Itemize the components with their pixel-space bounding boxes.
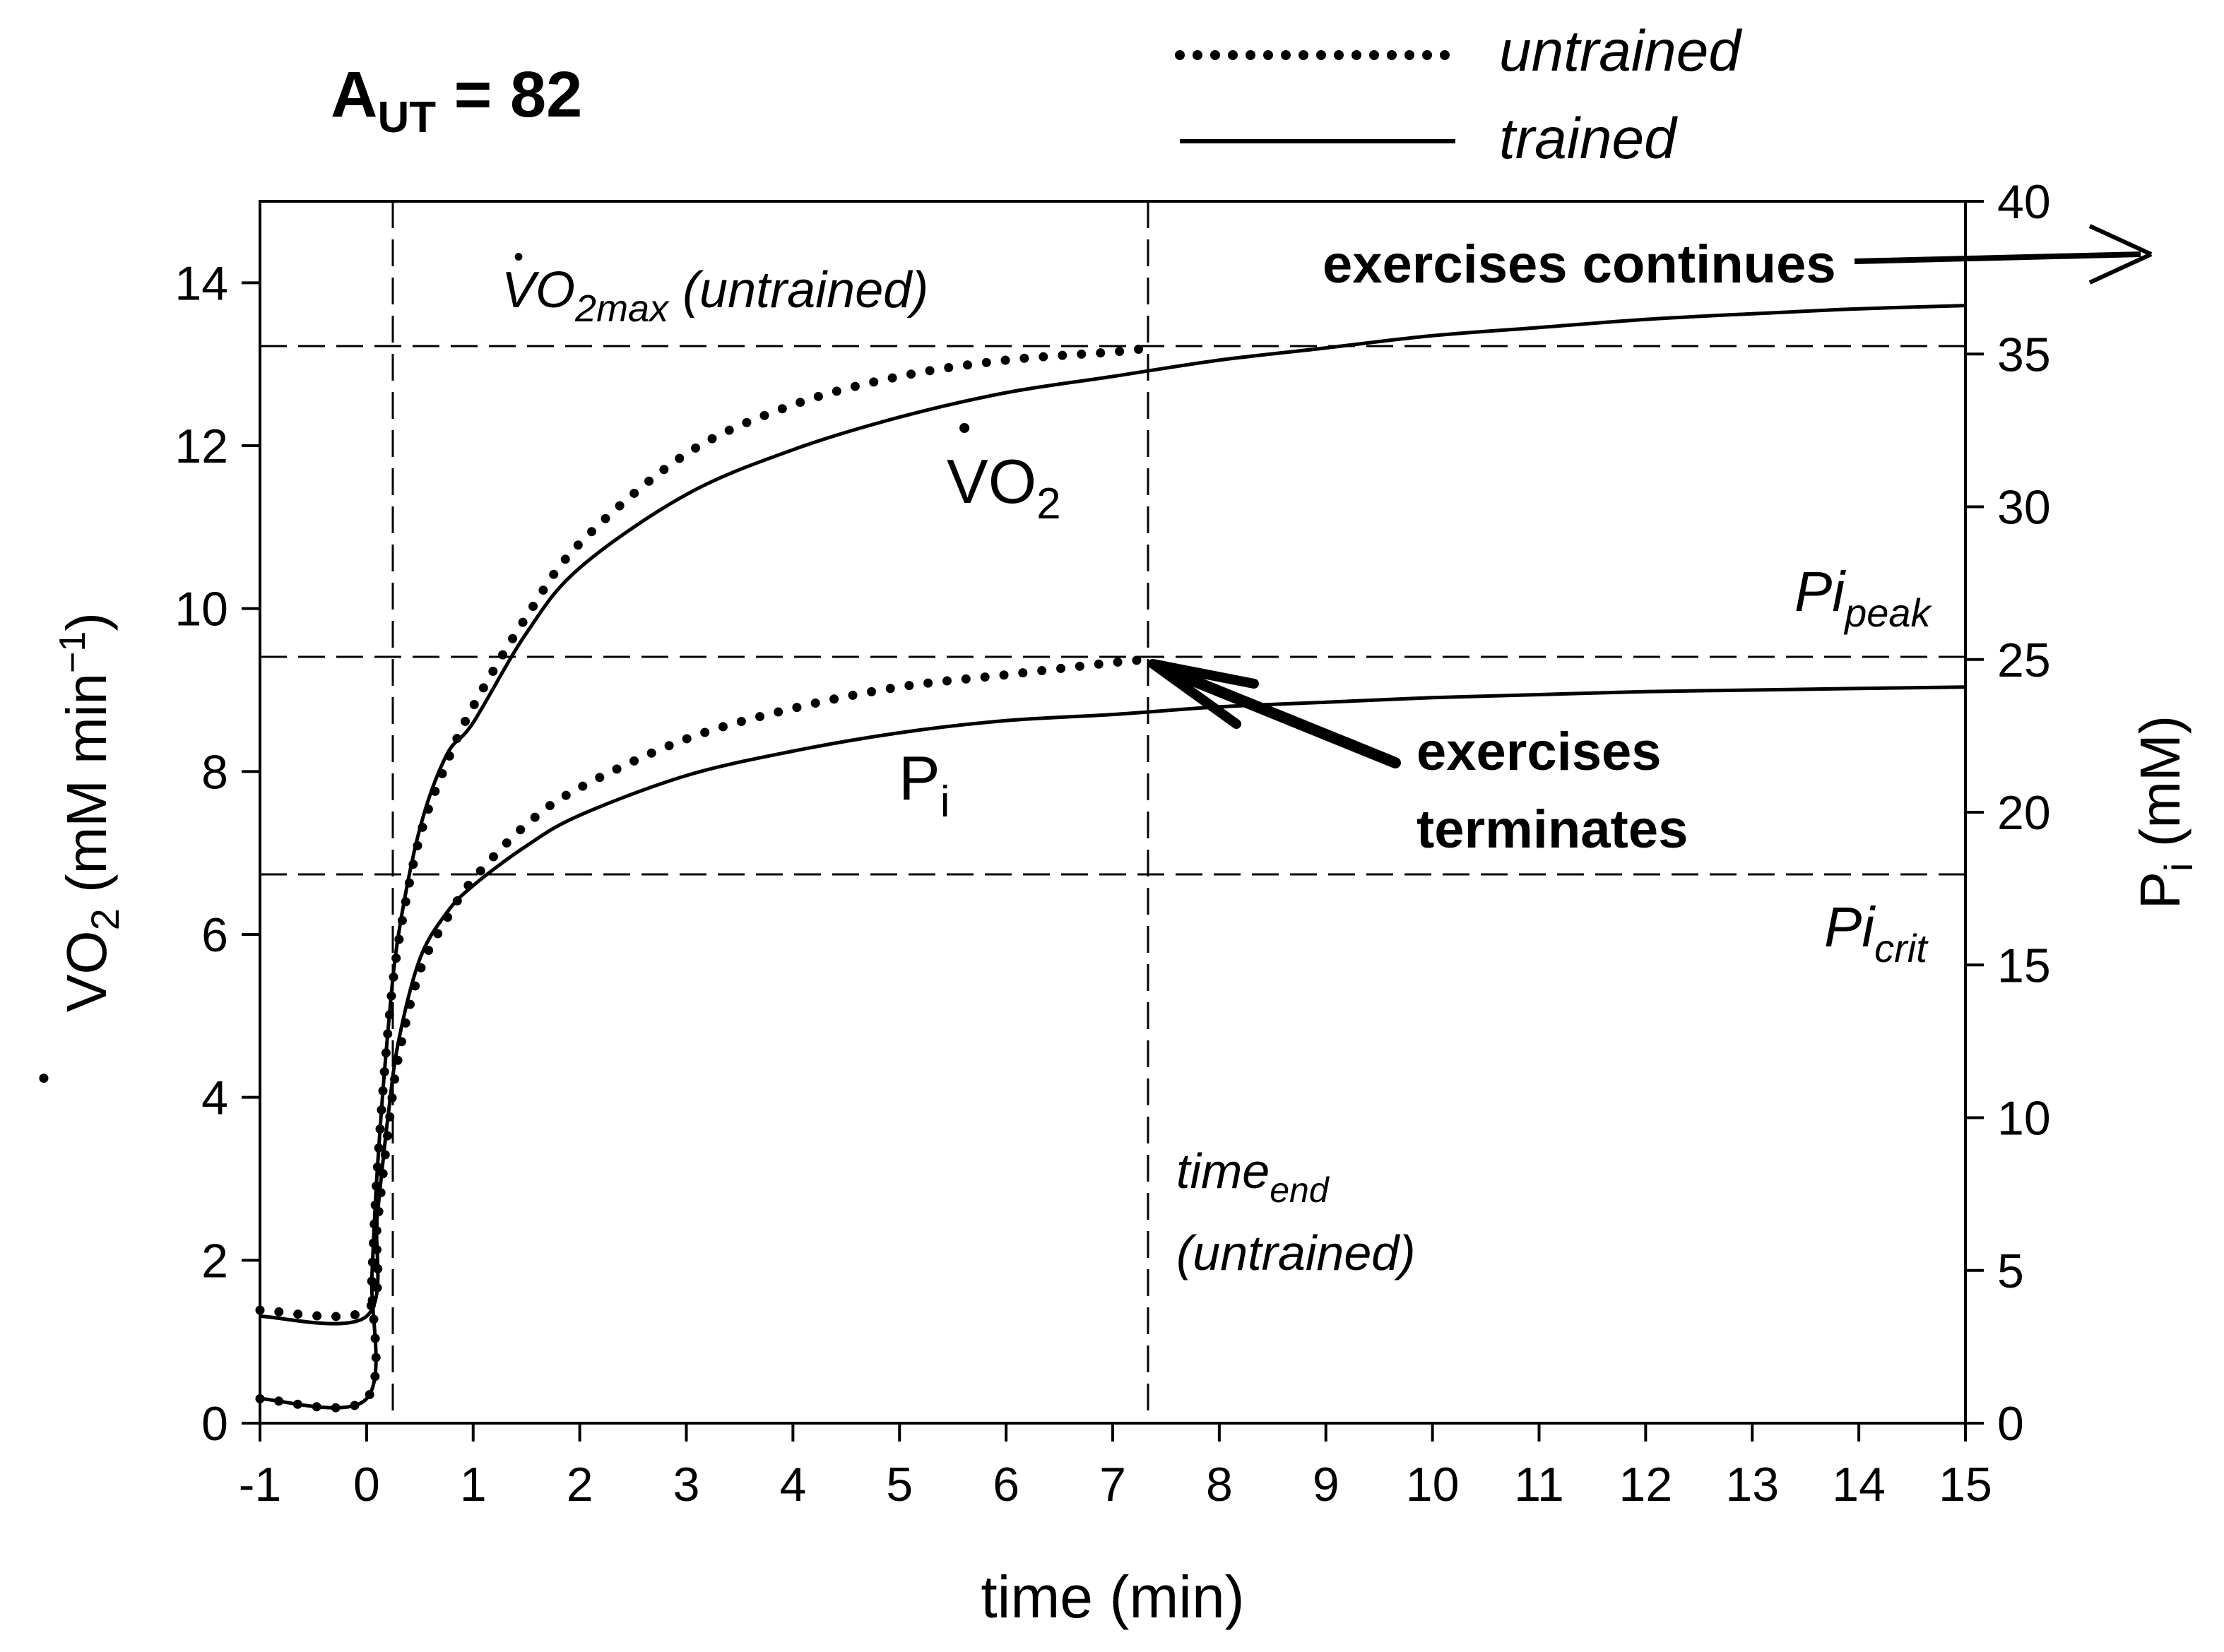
y-right-tick-label-6: 30 — [1997, 481, 2051, 535]
y-left-tick-label-4: 8 — [201, 745, 228, 799]
annotation-vo2max-dot: • — [514, 242, 524, 273]
svg-text:VO2 (mM min−1): VO2 (mM min−1) — [52, 612, 127, 1012]
x-tick-label-15: 14 — [1832, 1458, 1886, 1511]
annotation-pi-crit: Picrit — [1824, 896, 1929, 970]
plot-frame — [259, 200, 1967, 1425]
annotation-exercises-continues: exercises continues — [1323, 234, 1836, 295]
y-axis-right: 0 5 10 15 20 25 30 35 40 — [1965, 175, 2051, 1451]
y-right-tick-label-7: 35 — [1997, 328, 2051, 381]
x-tick-label-3: 2 — [567, 1458, 593, 1511]
x-tick-label-7: 6 — [993, 1458, 1019, 1511]
y-left-tick-label-5: 10 — [175, 583, 228, 636]
y-right-tick-label-3: 15 — [1997, 939, 2051, 992]
legend: untrained trained — [1175, 19, 1742, 171]
legend-label-untrained: untrained — [1499, 19, 1742, 83]
series-pi-trained — [259, 685, 1966, 1326]
y-axis-right-title: Pi (mM) — [2129, 715, 2201, 910]
y-right-tick-label-8: 40 — [1997, 175, 2051, 229]
y-right-tick-label-2: 10 — [1997, 1092, 2051, 1146]
annotation-pi-curve: Pi — [899, 743, 950, 826]
x-tick-label-6: 5 — [886, 1458, 913, 1511]
annotations: VO2max (untrained) • VO2 • Pi Pipeak Pic… — [502, 224, 2153, 1280]
x-tick-label-8: 7 — [1099, 1458, 1126, 1511]
y-left-tick-label-3: 6 — [201, 908, 228, 962]
arrow-terminates — [1148, 659, 1401, 768]
y-left-tick-label-6: 12 — [175, 420, 228, 473]
x-tick-label-5: 4 — [779, 1458, 806, 1511]
annotation-vo2-curve: VO2 — [947, 446, 1061, 528]
annotation-pi-peak: Pipeak — [1794, 560, 1933, 635]
arrow-continues — [1854, 224, 2153, 285]
series-layer — [255, 304, 1966, 1413]
x-tick-label-1: 0 — [353, 1458, 380, 1511]
svg-text:Pi (mM): Pi (mM) — [2129, 715, 2201, 910]
annotation-vo2max: VO2max (untrained) — [502, 262, 928, 330]
legend-label-trained: trained — [1499, 107, 1678, 171]
annotation-vo2-dot: • — [958, 408, 971, 448]
y-axis-left-title: VO2 (mM min−1) • — [25, 612, 127, 1084]
y-left-tick-label-7: 14 — [175, 256, 228, 310]
annotation-time-end-line2: (untrained) — [1176, 1225, 1416, 1280]
y-right-tick-label-5: 25 — [1997, 634, 2051, 687]
y-left-tick-label-2: 4 — [201, 1071, 228, 1125]
y-left-tick-label-0: 0 — [201, 1397, 228, 1451]
chart-title: AUT = 82 — [331, 59, 582, 142]
x-tick-label-9: 8 — [1206, 1458, 1233, 1511]
y-axis-left-dot: • — [25, 1072, 63, 1084]
x-tick-label-14: 13 — [1725, 1458, 1779, 1511]
y-axis-left: 0 2 4 6 8 10 12 14 — [175, 256, 260, 1451]
x-tick-label-16: 15 — [1939, 1458, 1992, 1511]
annotation-exercises-terminates-2: terminates — [1416, 800, 1688, 860]
y-right-tick-label-4: 20 — [1997, 786, 2051, 840]
annotation-time-end: timeend — [1176, 1143, 1330, 1210]
reference-lines — [260, 201, 1965, 1423]
x-axis: -1 0 1 2 3 4 5 6 7 8 9 10 11 12 13 14 15 — [239, 1423, 1992, 1511]
x-tick-label-2: 1 — [460, 1458, 487, 1511]
series-vo2-trained — [259, 304, 1966, 1410]
x-tick-label-0: -1 — [239, 1458, 281, 1511]
y-right-tick-label-1: 5 — [1997, 1244, 2024, 1298]
annotation-exercises-terminates-1: exercises — [1416, 722, 1662, 782]
x-axis-title: time (min) — [981, 1564, 1244, 1630]
x-tick-label-10: 9 — [1313, 1458, 1339, 1511]
y-left-tick-label-1: 2 — [201, 1234, 228, 1288]
x-tick-label-11: 10 — [1406, 1458, 1460, 1511]
x-tick-label-4: 3 — [673, 1458, 700, 1511]
x-tick-label-13: 12 — [1619, 1458, 1673, 1511]
y-right-tick-label-0: 0 — [1997, 1397, 2024, 1451]
x-tick-label-12: 11 — [1514, 1458, 1564, 1511]
